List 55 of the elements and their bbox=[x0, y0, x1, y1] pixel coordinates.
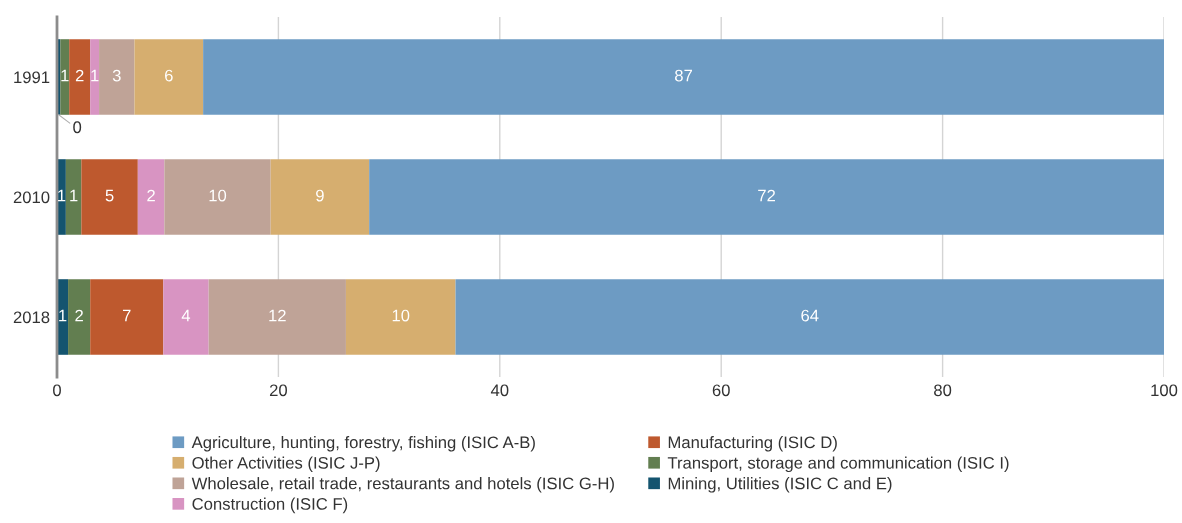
x-tick-label: 60 bbox=[712, 384, 730, 397]
data-label: 64 bbox=[801, 309, 819, 322]
bar bbox=[90, 279, 164, 355]
x-tick-label: 0 bbox=[53, 384, 61, 397]
bar bbox=[69, 39, 91, 115]
bar bbox=[81, 159, 138, 235]
x-tick-label: 100 bbox=[1151, 384, 1178, 397]
data-label: 1 bbox=[58, 189, 66, 202]
data-label: 6 bbox=[165, 69, 173, 82]
data-label: 1 bbox=[91, 69, 99, 82]
data-label: 72 bbox=[758, 189, 776, 202]
legend-label: Mining, Utilities (ISIC C and E) bbox=[668, 477, 892, 493]
bar bbox=[203, 39, 1164, 115]
data-label: 2 bbox=[75, 309, 83, 322]
legend-label: Other Activities (ISIC J-P) bbox=[192, 456, 380, 473]
bar bbox=[65, 159, 82, 235]
data-label: 10 bbox=[209, 189, 227, 202]
data-label: 1 bbox=[61, 69, 69, 82]
data-label: 87 bbox=[675, 69, 692, 82]
bar bbox=[99, 39, 135, 115]
data-label: 5 bbox=[105, 189, 114, 202]
bar bbox=[208, 279, 346, 355]
bar bbox=[345, 279, 456, 355]
data-label: 4 bbox=[181, 309, 191, 322]
data-label: 10 bbox=[392, 309, 410, 322]
legend-label: Manufacturing (ISIC D) bbox=[668, 436, 837, 452]
bar bbox=[369, 159, 1164, 235]
x-tick-label: 40 bbox=[490, 384, 509, 397]
y-tick-label: 2010 bbox=[13, 191, 50, 204]
bar bbox=[455, 279, 1164, 355]
bar bbox=[270, 159, 370, 235]
legend-label: Wholesale, retail trade, restaurants and hotels (ISIC G-H) bbox=[191, 477, 614, 493]
data-label: 12 bbox=[269, 309, 286, 322]
legend-label: Agriculture, hunting, forestry, fishing (ISIC A-B) bbox=[191, 436, 535, 452]
bar bbox=[68, 279, 91, 355]
legend-label: Transport, storage and communication (ISIC I) bbox=[667, 456, 1009, 473]
bar bbox=[137, 159, 165, 235]
bar bbox=[134, 39, 204, 115]
bar bbox=[60, 39, 70, 115]
bar bbox=[163, 279, 209, 355]
data-label: 1 bbox=[59, 309, 67, 322]
x-tick-label: 20 bbox=[269, 384, 288, 397]
y-tick-label: 2018 bbox=[13, 311, 50, 324]
data-label: 0 bbox=[73, 121, 82, 134]
x-tick-label: 80 bbox=[934, 384, 952, 397]
data-label: 7 bbox=[122, 309, 131, 322]
bar bbox=[90, 39, 100, 115]
bar bbox=[164, 159, 271, 235]
legend-label: Construction (ISIC F) bbox=[192, 497, 348, 514]
data-label: 9 bbox=[316, 189, 324, 202]
y-tick-label: 1991 bbox=[14, 71, 50, 84]
data-label: 1 bbox=[70, 189, 78, 202]
data-label: 2 bbox=[75, 69, 84, 82]
data-label: 2 bbox=[147, 189, 155, 202]
data-label: 3 bbox=[112, 69, 121, 82]
